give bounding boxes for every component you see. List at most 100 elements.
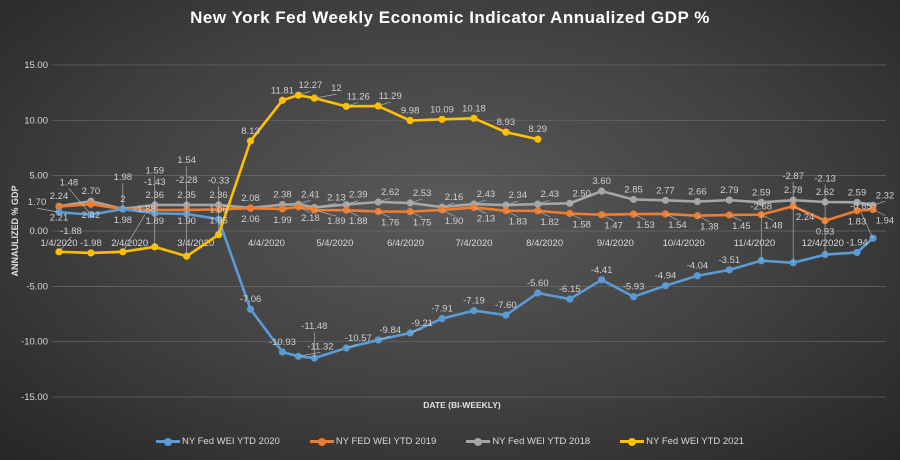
data-label: 2 xyxy=(120,194,125,205)
data-point xyxy=(438,115,446,123)
data-point xyxy=(598,187,606,195)
data-label: 11.26 xyxy=(347,91,370,102)
data-label: -4.41 xyxy=(591,265,613,276)
label-leader-line xyxy=(665,213,678,221)
x-tick-label: 5/4/2020 xyxy=(316,238,353,249)
series-lines xyxy=(55,91,877,362)
data-label: 2.70 xyxy=(82,186,101,197)
data-point xyxy=(246,305,255,313)
data-label: 2.35 xyxy=(177,190,196,201)
label-leader-line xyxy=(298,90,311,96)
data-label: -10.57 xyxy=(345,333,372,344)
data-label: 1.54 xyxy=(177,155,196,166)
legend-label: NY FED WEI YTD 2019 xyxy=(335,436,437,447)
data-label: 1.75 xyxy=(413,218,432,229)
data-point xyxy=(661,282,670,290)
label-leader-line xyxy=(793,205,806,213)
data-label: -1.98 xyxy=(80,238,102,249)
label-leader-line xyxy=(601,214,614,221)
chart-title: New York Fed Weekly Economic Indicator A… xyxy=(190,8,710,27)
x-axis-title: DATE (BI-WEEKLY) xyxy=(423,400,501,410)
data-point xyxy=(502,207,510,215)
label-leader-line xyxy=(473,207,487,214)
data-label: 2.43 xyxy=(477,189,496,200)
data-label: 2.36 xyxy=(209,190,228,201)
data-point xyxy=(87,249,95,257)
x-tick-label: 10/4/2020 xyxy=(663,238,705,249)
y-tick-label: -5.00 xyxy=(26,281,48,292)
label-leader-line xyxy=(409,211,423,218)
legend-label: NY Fed WEI YTD 2021 xyxy=(646,436,745,447)
data-point xyxy=(374,207,382,216)
data-label: -0.65 xyxy=(850,201,872,212)
data-point xyxy=(853,198,861,206)
data-label: 1.53 xyxy=(636,220,655,231)
data-label: 2.42 xyxy=(82,210,101,221)
data-label: 1.48 xyxy=(60,178,79,189)
y-tick-label: 10.00 xyxy=(24,115,48,126)
data-label: 2.13 xyxy=(477,213,496,224)
x-tick-label: 7/4/2020 xyxy=(455,238,492,249)
data-label: 1.47 xyxy=(604,221,623,232)
data-label: 2.06 xyxy=(241,214,260,225)
gridlines xyxy=(52,64,886,398)
data-point xyxy=(598,276,606,284)
y-tick-label: -10.00 xyxy=(21,337,48,348)
data-label: 1.98 xyxy=(114,215,133,226)
label-leader-line xyxy=(122,214,146,252)
data-label: -6.15 xyxy=(559,284,581,295)
data-label: 2.50 xyxy=(572,188,591,199)
data-point xyxy=(502,311,510,319)
data-label: 1.76 xyxy=(381,218,400,229)
data-point xyxy=(406,116,414,125)
data-label: -0.33 xyxy=(208,176,230,187)
data-point xyxy=(278,96,287,104)
x-axis-ticks: 1/4/2020 2/4/2020 3/4/2020 4/4/2020 5/4/2020… xyxy=(41,238,844,249)
data-label: 1.99 xyxy=(273,215,292,226)
data-label: 2.62 xyxy=(381,187,400,198)
data-label: 2.24 xyxy=(796,212,815,223)
data-label: 2.18 xyxy=(301,213,320,224)
label-leader-line xyxy=(314,203,337,208)
legend-marker-icon xyxy=(628,437,637,446)
label-leader-line xyxy=(378,335,391,341)
data-label: 2.43 xyxy=(541,189,560,200)
data-label: 2.79 xyxy=(720,185,739,196)
label-leader-line xyxy=(569,213,582,220)
data-label: 1.06 xyxy=(209,204,228,215)
label-leader-line xyxy=(633,213,646,221)
data-point xyxy=(757,198,765,206)
data-labels: 2.24 2.702 2.36 2.35 2.36 2.08 2.38 2.41 2.13 2.3… xyxy=(28,80,894,352)
legend-swatch xyxy=(466,437,491,446)
x-tick-label: 8/4/2020 xyxy=(526,238,563,249)
data-point xyxy=(693,212,702,220)
label-leader-line xyxy=(68,188,92,215)
data-label: 2.77 xyxy=(656,185,675,196)
data-point xyxy=(470,306,478,315)
data-label: 2.59 xyxy=(752,187,771,198)
data-label: 2.08 xyxy=(241,193,260,204)
data-label: -7.91 xyxy=(431,304,453,315)
data-label: 8.13 xyxy=(241,126,260,137)
data-label: -11.32 xyxy=(307,341,333,352)
y-tick-label: 15.00 xyxy=(24,60,48,71)
label-leader-line xyxy=(441,202,455,208)
data-label: 2.66 xyxy=(688,187,707,198)
data-label: 1.90 xyxy=(177,216,196,227)
data-point xyxy=(246,204,255,212)
legend-swatch xyxy=(620,437,645,446)
data-point xyxy=(853,207,861,215)
x-tick-label: 11/4/2020 xyxy=(734,238,776,249)
label-leader-line xyxy=(569,199,582,204)
data-label: 1.88 xyxy=(349,216,368,227)
label-leader-line xyxy=(346,209,359,217)
data-label: 2.53 xyxy=(413,188,432,199)
label-leader-line xyxy=(58,236,72,252)
data-label: 9.98 xyxy=(401,106,420,117)
data-label: 1.54 xyxy=(668,220,687,231)
x-tick-label: 6/4/2020 xyxy=(387,238,424,249)
y-tick-label: 5.00 xyxy=(30,171,49,182)
data-label: 2.36 xyxy=(146,190,165,201)
x-tick-label: 12/4/2020 xyxy=(802,238,844,249)
label-leader-line xyxy=(872,201,886,206)
